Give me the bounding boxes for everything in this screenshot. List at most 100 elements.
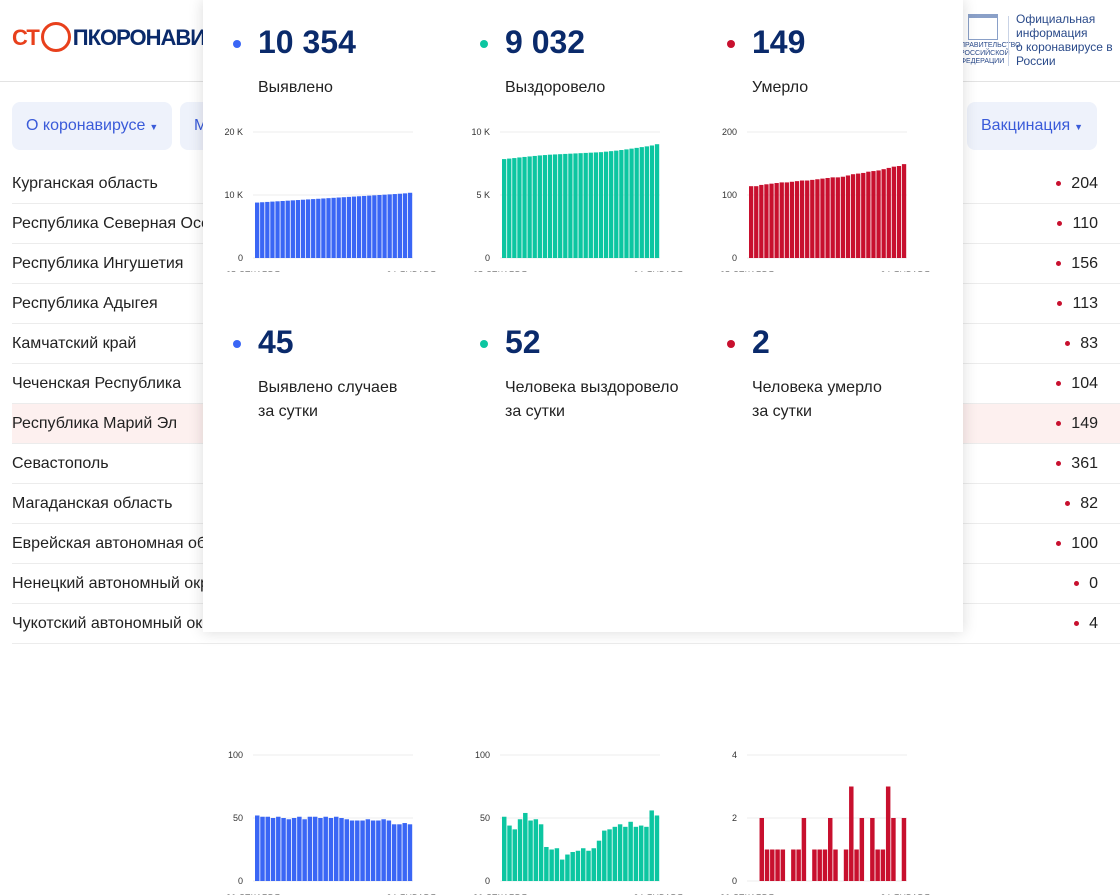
bar[interactable] — [275, 201, 280, 258]
bar[interactable] — [260, 816, 265, 881]
bar[interactable] — [549, 849, 554, 882]
bar[interactable] — [871, 171, 876, 258]
bar[interactable] — [854, 849, 859, 882]
bar[interactable] — [544, 846, 549, 881]
bar[interactable] — [602, 830, 607, 881]
bar[interactable] — [517, 819, 523, 881]
bar[interactable] — [891, 166, 897, 258]
bar[interactable] — [644, 146, 650, 258]
bar[interactable] — [810, 179, 815, 258]
bar[interactable] — [612, 826, 618, 881]
bar[interactable] — [575, 850, 581, 881]
bar[interactable] — [796, 849, 801, 882]
bar[interactable] — [624, 149, 629, 258]
bar[interactable] — [362, 195, 367, 258]
bar[interactable] — [507, 158, 512, 258]
bar[interactable] — [365, 819, 371, 881]
bar[interactable] — [779, 182, 784, 258]
bar[interactable] — [554, 848, 560, 881]
bar[interactable] — [356, 196, 362, 258]
bar[interactable] — [300, 199, 306, 258]
bar[interactable] — [644, 826, 649, 881]
bar[interactable] — [407, 824, 413, 881]
bar[interactable] — [886, 167, 891, 258]
bar[interactable] — [875, 849, 880, 882]
bar[interactable] — [346, 196, 352, 258]
bar[interactable] — [593, 152, 599, 258]
bar[interactable] — [512, 158, 517, 258]
bar[interactable] — [321, 198, 326, 258]
bar[interactable] — [649, 810, 654, 881]
bar[interactable] — [295, 200, 301, 258]
bar[interactable] — [799, 180, 805, 258]
bar[interactable] — [285, 200, 290, 258]
bar[interactable] — [901, 818, 907, 881]
bar[interactable] — [812, 849, 817, 882]
bar[interactable] — [402, 193, 408, 258]
bar[interactable] — [784, 182, 789, 258]
bar[interactable] — [764, 184, 769, 258]
bar[interactable] — [339, 818, 344, 881]
bar[interactable] — [881, 169, 886, 258]
bar[interactable] — [280, 200, 285, 258]
bar[interactable] — [502, 816, 507, 881]
bar[interactable] — [794, 181, 800, 258]
bar[interactable] — [607, 829, 612, 881]
bar[interactable] — [286, 819, 292, 881]
government-logo[interactable]: ПРАВИТЕЛЬСТВО РОССИЙСКОЙ ФЕДЕРАЦИИ — [960, 14, 1021, 66]
bar[interactable] — [764, 849, 770, 882]
bar[interactable] — [822, 849, 828, 882]
bar[interactable] — [349, 820, 355, 881]
bar[interactable] — [270, 818, 276, 881]
bar[interactable] — [570, 852, 575, 881]
bar[interactable] — [598, 152, 604, 258]
bar[interactable] — [291, 818, 297, 881]
bar[interactable] — [629, 148, 634, 258]
bar[interactable] — [817, 849, 822, 882]
bar[interactable] — [255, 202, 260, 258]
bar[interactable] — [360, 820, 365, 881]
bar[interactable] — [654, 144, 660, 258]
bar[interactable] — [609, 151, 614, 258]
bar[interactable] — [835, 177, 840, 258]
bar[interactable] — [276, 816, 281, 881]
bar[interactable] — [290, 200, 295, 258]
bar[interactable] — [619, 150, 624, 258]
bar[interactable] — [565, 854, 570, 881]
bar[interactable] — [331, 197, 336, 258]
bar[interactable] — [402, 823, 407, 881]
bar[interactable] — [774, 183, 779, 258]
bar[interactable] — [523, 812, 528, 881]
bar[interactable] — [840, 176, 846, 258]
bar[interactable] — [558, 154, 563, 258]
bar[interactable] — [578, 153, 583, 258]
bar[interactable] — [591, 848, 596, 881]
bar[interactable] — [382, 194, 387, 258]
bar[interactable] — [376, 820, 381, 881]
bar[interactable] — [305, 199, 311, 258]
bar[interactable] — [634, 147, 639, 258]
bar[interactable] — [843, 849, 849, 882]
bar[interactable] — [297, 816, 302, 881]
bar[interactable] — [527, 156, 532, 258]
bar[interactable] — [769, 183, 774, 258]
nav-about-coronavirus[interactable]: О коронавирусе ▼ — [12, 102, 173, 150]
bar[interactable] — [789, 181, 795, 258]
bar[interactable] — [870, 818, 875, 881]
bar[interactable] — [833, 849, 838, 882]
bar[interactable] — [563, 153, 568, 258]
bar[interactable] — [749, 186, 754, 258]
bar[interactable] — [355, 820, 360, 881]
bar[interactable] — [377, 195, 382, 258]
bar[interactable] — [311, 199, 316, 258]
bar[interactable] — [880, 849, 886, 882]
bar[interactable] — [559, 859, 565, 881]
bar[interactable] — [334, 816, 339, 881]
bar[interactable] — [866, 171, 871, 258]
bar[interactable] — [533, 819, 539, 881]
bar[interactable] — [859, 818, 865, 881]
bar[interactable] — [372, 195, 377, 258]
bar[interactable] — [596, 840, 602, 881]
bar[interactable] — [770, 849, 775, 882]
bar[interactable] — [861, 172, 866, 258]
